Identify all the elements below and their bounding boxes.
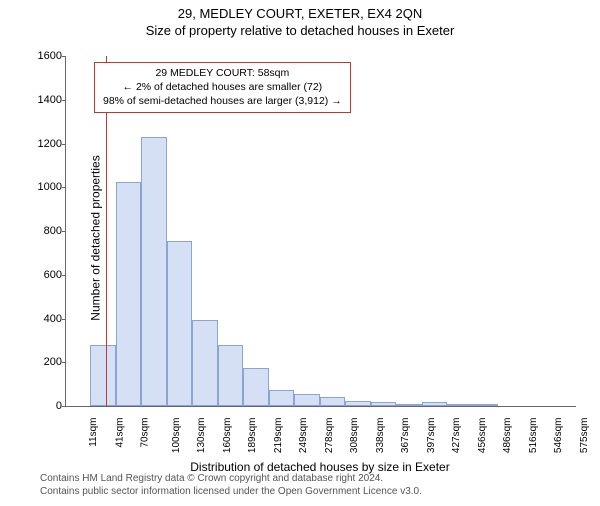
x-tick-label: 367sqm <box>400 418 411 454</box>
y-tick-label: 1400 <box>22 94 62 106</box>
histogram-bar <box>167 241 193 406</box>
histogram-bar <box>141 137 167 406</box>
y-tick-label: 0 <box>22 400 62 412</box>
y-tick-mark <box>62 144 66 145</box>
x-tick-label: 575sqm <box>579 418 590 454</box>
y-tick-label: 1600 <box>22 50 62 62</box>
y-tick-label: 1000 <box>22 181 62 193</box>
histogram-bar <box>396 404 422 406</box>
x-tick-label: 516sqm <box>528 418 539 454</box>
y-tick-mark <box>62 187 66 188</box>
y-tick-mark <box>62 231 66 232</box>
y-tick-mark <box>62 406 66 407</box>
plot-region: 0200400600800100012001400160011sqm41sqm7… <box>65 56 576 407</box>
histogram-bar <box>269 390 295 406</box>
x-tick-label: 486sqm <box>502 418 513 454</box>
info-box-line: 29 MEDLEY COURT: 58sqm <box>103 66 342 80</box>
histogram-bar <box>320 397 346 406</box>
histogram-bar <box>90 345 116 406</box>
x-tick-label: 219sqm <box>273 418 284 454</box>
x-tick-label: 160sqm <box>222 418 233 454</box>
info-box-line: 98% of semi-detached houses are larger (… <box>103 94 342 108</box>
x-tick-label: 278sqm <box>324 418 335 454</box>
x-tick-label: 11sqm <box>88 418 99 447</box>
chart-title-main: 29, MEDLEY COURT, EXETER, EX4 2QN <box>0 6 600 21</box>
footer-line1: Contains HM Land Registry data © Crown c… <box>40 472 422 485</box>
histogram-bar <box>294 394 320 406</box>
x-tick-label: 397sqm <box>426 418 437 454</box>
histogram-bar <box>473 404 499 406</box>
x-tick-label: 338sqm <box>375 418 386 454</box>
histogram-bar <box>192 320 218 406</box>
x-tick-label: 70sqm <box>140 418 151 448</box>
x-tick-label: 249sqm <box>298 418 309 454</box>
y-tick-label: 400 <box>22 313 62 325</box>
histogram-bar <box>218 345 244 406</box>
y-tick-mark <box>62 319 66 320</box>
footer-line2: Contains public sector information licen… <box>40 485 422 498</box>
x-tick-label: 189sqm <box>247 418 258 454</box>
histogram-bar <box>243 368 269 406</box>
y-tick-mark <box>62 275 66 276</box>
x-tick-label: 308sqm <box>349 418 360 454</box>
histogram-bar <box>116 182 142 406</box>
y-tick-label: 1200 <box>22 138 62 150</box>
chart-area: Number of detached properties 0200400600… <box>65 56 575 406</box>
y-tick-mark <box>62 100 66 101</box>
histogram-bar <box>447 404 473 406</box>
x-tick-label: 100sqm <box>171 418 182 454</box>
histogram-bar <box>371 402 397 406</box>
x-tick-label: 456sqm <box>477 418 488 454</box>
y-tick-label: 200 <box>22 356 62 368</box>
x-tick-label: 41sqm <box>114 418 125 448</box>
y-tick-mark <box>62 56 66 57</box>
info-box-line: ← 2% of detached houses are smaller (72) <box>103 80 342 94</box>
x-tick-label: 130sqm <box>196 418 207 454</box>
histogram-bar <box>422 402 448 406</box>
property-info-box: 29 MEDLEY COURT: 58sqm← 2% of detached h… <box>94 62 351 113</box>
chart-title-sub: Size of property relative to detached ho… <box>0 23 600 38</box>
y-tick-label: 600 <box>22 269 62 281</box>
histogram-bar <box>345 401 371 406</box>
attribution-footer: Contains HM Land Registry data © Crown c… <box>40 472 422 498</box>
y-tick-mark <box>62 362 66 363</box>
x-tick-label: 546sqm <box>553 418 564 454</box>
y-tick-label: 800 <box>22 225 62 237</box>
x-tick-label: 427sqm <box>451 418 462 454</box>
